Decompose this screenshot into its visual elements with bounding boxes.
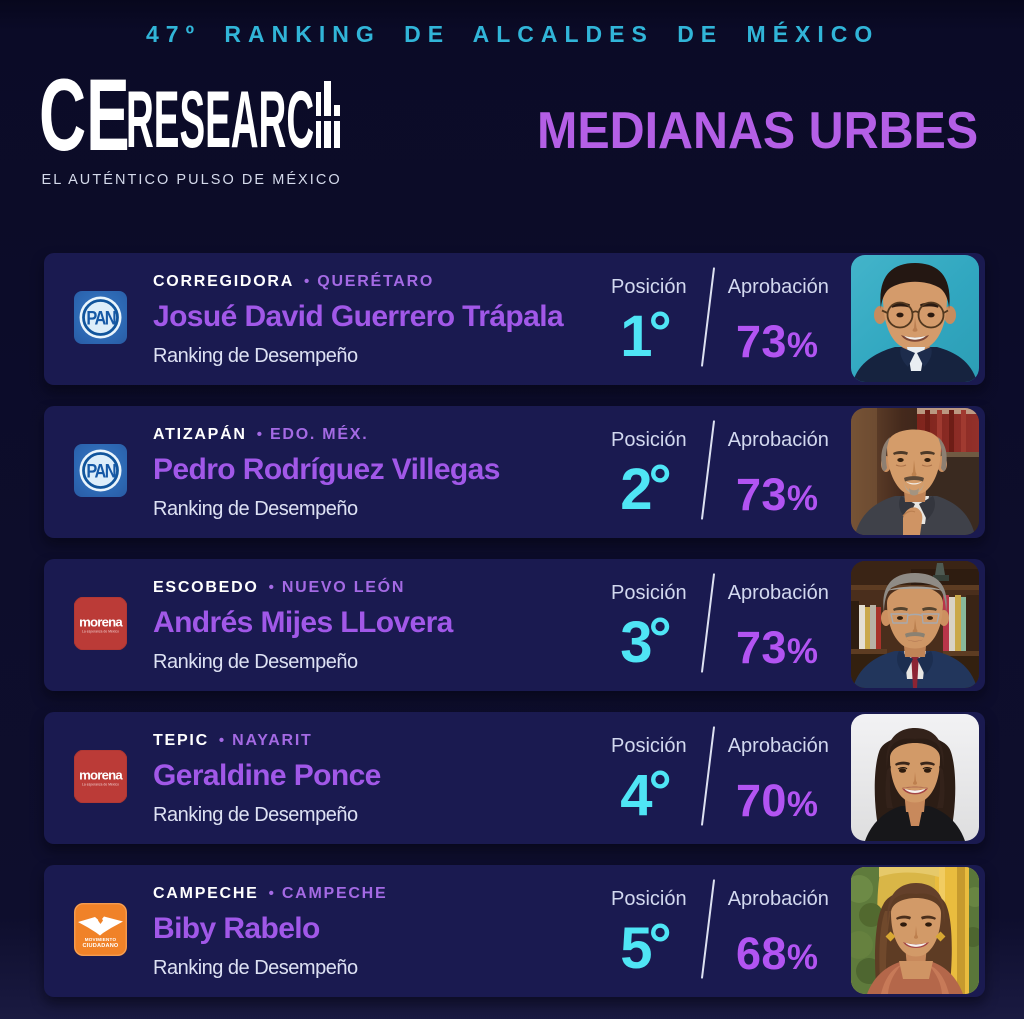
svg-text:MOVIMIENTO: MOVIMIENTO [85,937,117,942]
svg-text:La esperanza de México: La esperanza de México [82,630,119,634]
svg-text:CIUDADANO: CIUDADANO [83,943,119,949]
svg-text:La esperanza de México: La esperanza de México [82,783,119,787]
svg-text:morena: morena [79,768,123,783]
svg-text:morena: morena [79,615,123,630]
svg-text:PAN: PAN [86,460,115,481]
svg-text:PAN: PAN [86,307,115,328]
